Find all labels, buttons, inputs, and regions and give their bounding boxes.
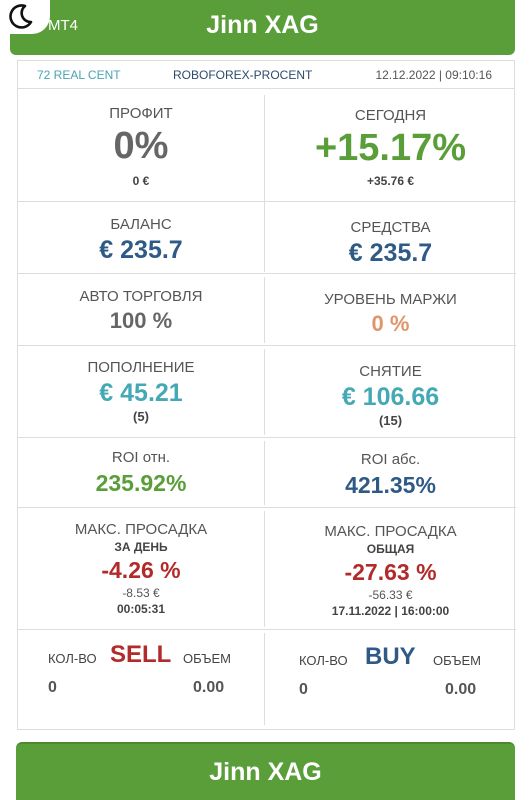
row-divider <box>18 437 516 438</box>
column-divider <box>264 633 265 725</box>
row-divider <box>18 273 516 274</box>
robot-button[interactable]: Jinn XAG <box>16 742 515 800</box>
margin-level-tile: УРОВЕНЬ МАРЖИ 0 % <box>265 291 516 339</box>
buy-label: BUY <box>365 643 416 670</box>
account-type: 72 REAL CENT <box>37 68 121 82</box>
page-title: Jinn XAG <box>206 11 319 39</box>
drawdown-day-period: ЗА ДЕНЬ <box>114 540 168 554</box>
theme-toggle-button[interactable] <box>0 0 50 34</box>
buy-volume-value: 0.00 <box>445 681 477 698</box>
sell-positions-panel: КОЛ-ВО SELL ОБЪЕМ 0 0.00 <box>18 641 264 721</box>
robot-button-label: Jinn XAG <box>209 758 322 786</box>
equity-value: € 235.7 <box>348 239 433 267</box>
equity-tile: СРЕДСТВА € 235.7 <box>265 219 516 269</box>
account-info-bar: 72 REAL CENT ROBOFOREX-PROCENT 12.12.202… <box>18 61 514 89</box>
row-divider <box>18 629 516 630</box>
withdrawal-count: (15) <box>378 413 403 428</box>
balance-label: БАЛАНС <box>110 216 172 233</box>
stats-card: 72 REAL CENT ROBOFOREX-PROCENT 12.12.202… <box>17 60 516 730</box>
roi-relative-tile: ROI отн. 235.92% <box>18 449 264 499</box>
drawdown-total-time: 17.11.2022 | 16:00:00 <box>331 604 450 618</box>
buy-volume-label: ОБЪЕМ <box>433 653 482 668</box>
sell-volume-value: 0.00 <box>193 679 225 696</box>
buy-positions-panel: КОЛ-ВО BUY ОБЪЕМ 0 0.00 <box>265 641 516 721</box>
buy-qty-label: КОЛ-ВО <box>299 653 348 668</box>
balance-tile: БАЛАНС € 235.7 <box>18 216 264 266</box>
drawdown-day-time: 00:05:31 <box>116 602 166 616</box>
profit-label: ПРОФИТ <box>109 105 173 122</box>
row-divider <box>18 507 516 508</box>
roi-absolute-tile: ROI абс. 421.35% <box>265 451 516 501</box>
today-tile: СЕГОДНЯ +15.17% +35.76 € <box>265 107 516 189</box>
sell-volume-label: ОБЪЕМ <box>183 651 232 666</box>
sell-qty-label: КОЛ-ВО <box>48 651 97 666</box>
row-divider <box>18 201 516 202</box>
profit-amount: 0 € <box>132 174 150 188</box>
today-amount: +35.76 € <box>366 174 415 188</box>
drawdown-total-period: ОБЩАЯ <box>366 542 415 556</box>
sell-qty-value: 0 <box>48 679 57 696</box>
withdrawal-label: СНЯТИЕ <box>359 363 422 380</box>
balance-value: € 235.7 <box>99 236 183 264</box>
drawdown-day-amount: -8.53 € <box>122 586 160 600</box>
withdrawal-value: € 106.66 <box>341 383 440 411</box>
drawdown-day-label: МАКС. ПРОСАДКА <box>74 521 208 538</box>
row-divider <box>18 345 516 346</box>
platform-label: MT4 <box>48 17 78 34</box>
autotrading-value: 100 % <box>109 308 173 333</box>
profit-tile: ПРОФИТ 0% 0 € <box>18 105 264 189</box>
column-divider <box>264 349 265 435</box>
deposit-value: € 45.21 <box>99 379 183 407</box>
drawdown-total-tile: МАКС. ПРОСАДКА ОБЩАЯ -27.63 % -56.33 € 1… <box>265 523 516 619</box>
sell-label: SELL <box>110 641 172 668</box>
column-divider <box>264 95 265 272</box>
drawdown-day-tile: МАКС. ПРОСАДКА ЗА ДЕНЬ -4.26 % -8.53 € 0… <box>18 521 264 617</box>
app-header: MT4 Jinn XAG <box>10 0 515 55</box>
roi-absolute-value: 421.35% <box>345 472 436 498</box>
margin-level-value: 0 % <box>371 311 410 336</box>
drawdown-total-amount: -56.33 € <box>368 588 413 602</box>
profit-value: 0% <box>113 125 169 167</box>
last-update-time: 12.12.2022 | 09:10:16 <box>375 68 492 82</box>
autotrading-label: АВТО ТОРГОВЛЯ <box>79 288 203 305</box>
buy-qty-value: 0 <box>299 681 308 698</box>
autotrading-tile: АВТО ТОРГОВЛЯ 100 % <box>18 288 264 336</box>
column-divider <box>264 511 265 627</box>
drawdown-total-value: -27.63 % <box>344 559 437 585</box>
roi-relative-value: 235.92% <box>95 470 187 496</box>
column-divider <box>264 441 265 505</box>
crescent-moon-icon <box>9 4 33 29</box>
today-value: +15.17% <box>314 127 467 169</box>
roi-absolute-label: ROI абс. <box>360 451 421 468</box>
column-divider <box>264 277 265 343</box>
margin-level-label: УРОВЕНЬ МАРЖИ <box>324 291 457 308</box>
deposit-tile: ПОПОЛНЕНИЕ € 45.21 (5) <box>18 359 264 425</box>
deposit-count: (5) <box>133 409 149 424</box>
today-label: СЕГОДНЯ <box>354 107 427 124</box>
deposit-label: ПОПОЛНЕНИЕ <box>87 359 195 376</box>
drawdown-total-label: МАКС. ПРОСАДКА <box>324 523 457 540</box>
roi-relative-label: ROI отн. <box>111 449 171 466</box>
drawdown-day-value: -4.26 % <box>101 557 181 583</box>
broker-server: ROBOFOREX-PROCENT <box>173 68 313 82</box>
equity-label: СРЕДСТВА <box>350 219 431 236</box>
withdrawal-tile: СНЯТИЕ € 106.66 (15) <box>265 363 516 429</box>
